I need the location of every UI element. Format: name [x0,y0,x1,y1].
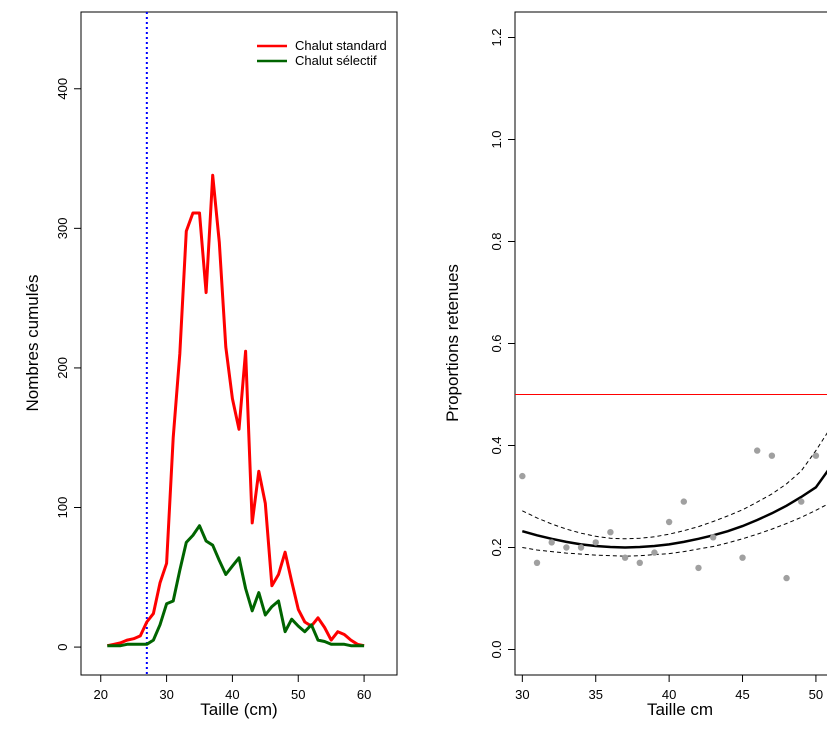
data-point [636,559,643,566]
data-point [577,544,585,551]
data-point [607,529,614,536]
left-y-tick-label: 400 [55,78,70,100]
right-x-tick-label: 35 [588,687,602,702]
right-y-tick-label: 0.2 [489,538,504,556]
data-point [754,447,761,454]
left-x-tick-label: 20 [94,687,108,702]
left-series-group [106,173,365,648]
left-y-tick-label: 200 [55,357,70,379]
fit-upper-bound [522,432,827,540]
right-x-tick-label: 45 [735,687,749,702]
left-axis-ticks: 20 30 40 50 60 0 100 200 300 400 [55,78,371,702]
legend-label-standard: Chalut standard [295,38,387,53]
data-point [548,539,555,546]
right-x-tick-label: 40 [662,687,676,702]
right-x-tick-label: 50 [809,687,823,702]
data-point [621,554,629,561]
right-y-tick-label: 0.0 [489,640,504,658]
data-point [798,498,805,505]
fit-curve [521,469,827,549]
left-x-tick-label: 60 [357,687,371,702]
fit-lower-bound [522,503,827,557]
left-y-tick-label: 100 [55,497,70,519]
data-point [563,544,570,551]
data-point [519,472,526,480]
data-point [651,549,658,556]
data-point [709,534,717,541]
right-y-tick-label: 0.4 [489,436,504,454]
right-y-axis-title: Proportions retenues [443,264,462,422]
right-fit-group [521,432,827,557]
right-axis-ticks: 30 35 40 45 50 0.0 0.2 0.4 0.6 0.8 1.0 1.2 [489,28,823,702]
left-x-tick-label: 30 [159,687,173,702]
right-x-axis-title: Taille cm [647,700,713,719]
legend-label-selectif: Chalut sélectif [295,53,377,68]
data-point [665,518,673,526]
left-y-tick-label: 0 [55,643,70,650]
right-chart-panel: 30 35 40 45 50 0.0 0.2 0.4 0.6 0.8 1.0 1.2 Taille c… [443,11,827,719]
right-y-tick-label: 1.2 [489,28,504,46]
data-point [783,574,790,582]
left-legend: Chalut standard Chalut sélectif [257,38,387,68]
series-line-standard [106,173,365,648]
left-plot-box [80,11,398,676]
right-points-group [519,447,820,582]
left-y-axis-title: Nombres cumulés [23,275,42,412]
left-x-tick-label: 40 [225,687,239,702]
left-y-tick-label: 300 [55,217,70,239]
data-point [592,539,599,546]
series-line-selectif [107,524,365,648]
left-x-tick-label: 50 [291,687,305,702]
data-point [695,564,702,572]
right-y-tick-label: 1.0 [489,130,504,148]
left-chart-panel: 20 30 40 50 60 0 100 200 300 400 Chalut standard … [23,11,398,719]
data-point [739,554,746,561]
right-y-tick-label: 0.8 [489,232,504,250]
right-plot-box [514,11,827,676]
data-point [680,498,688,505]
data-point [533,559,541,566]
left-x-axis-title: Taille (cm) [200,700,277,719]
right-y-tick-label: 0.6 [489,334,504,352]
right-x-tick-label: 30 [515,687,529,702]
data-point [768,452,776,459]
data-point [812,452,820,459]
